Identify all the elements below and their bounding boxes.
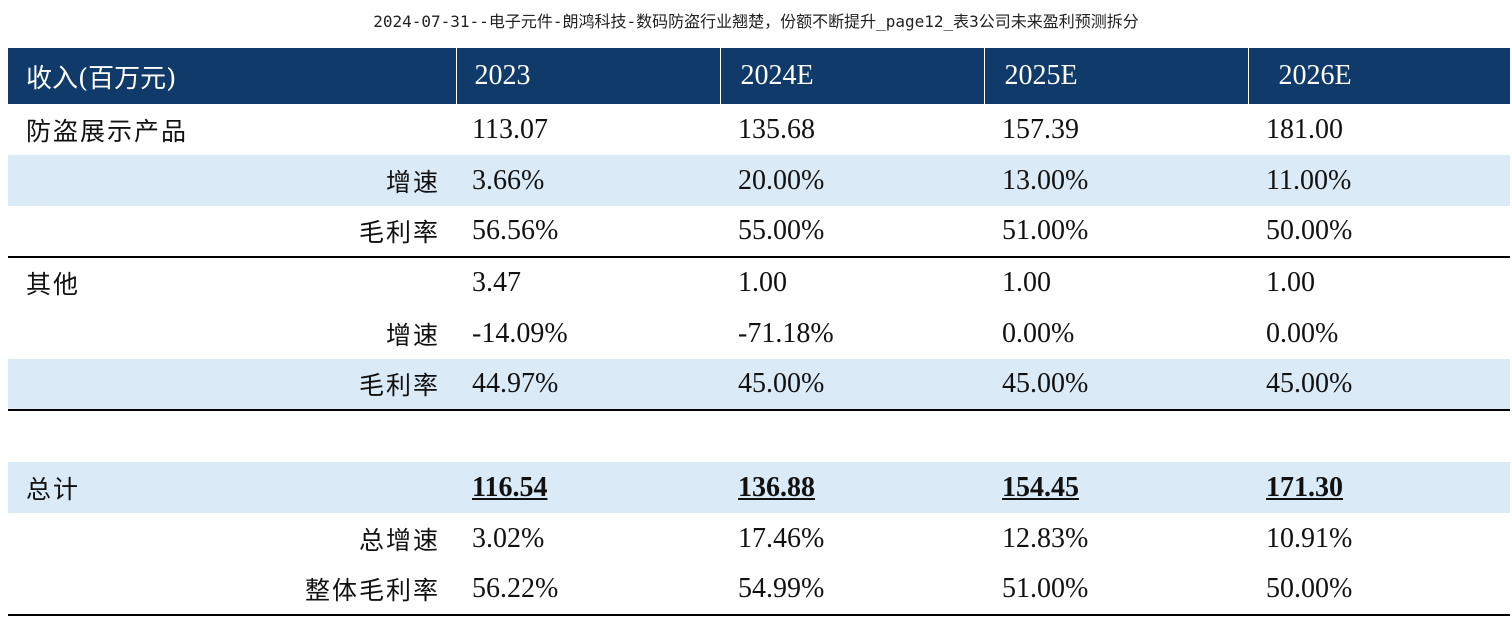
header-year-2025e: 2025E xyxy=(984,48,1249,104)
row-label: 其他 xyxy=(26,270,81,299)
cell-value: 12.83% xyxy=(1002,522,1089,554)
table-row: 整体毛利率 56.22% 54.99% 51.00% 50.00% xyxy=(8,564,1510,615)
header-label: 收入(百万元) xyxy=(8,48,457,104)
cell-value: 154.45 xyxy=(1002,471,1079,503)
spacer-cell xyxy=(8,410,1510,462)
cell-value: 51.00% xyxy=(1002,573,1089,604)
header-year-2024e: 2024E xyxy=(720,48,985,104)
cell-value: 1.00 xyxy=(1002,267,1051,298)
row-label: 增速 xyxy=(385,320,440,350)
cell-value: 171.30 xyxy=(1266,471,1343,503)
cell-value: 56.56% xyxy=(472,215,559,246)
cell-value: 45.00% xyxy=(1002,368,1089,399)
row-label: 防盗展示产品 xyxy=(26,116,189,146)
cell-value: 3.02% xyxy=(472,522,545,554)
cell-value: 0.00% xyxy=(1002,317,1075,349)
cell-value: 50.00% xyxy=(1266,215,1353,246)
cell-value: 181.00 xyxy=(1266,113,1343,145)
table-caption: 2024-07-31--电子元件-朗鸿科技-数码防盗行业翘楚，份额不断提升_pa… xyxy=(373,12,1139,31)
cell-value: 1.00 xyxy=(738,267,787,298)
cell-value: 135.68 xyxy=(738,113,815,145)
row-label: 毛利率 xyxy=(358,218,440,247)
table-row: 总计 116.54 136.88 154.45 171.30 xyxy=(8,462,1510,513)
cell-value: 11.00% xyxy=(1266,164,1352,196)
header-year-2026e: 2026E xyxy=(1278,60,1352,91)
table-row: 其他 3.47 1.00 1.00 1.00 xyxy=(8,257,1510,308)
spacer-row xyxy=(8,410,1510,462)
row-label: 整体毛利率 xyxy=(304,576,440,605)
header-year-2023: 2023 xyxy=(456,48,721,104)
cell-value: 1.00 xyxy=(1266,267,1315,298)
cell-value: 20.00% xyxy=(738,164,825,196)
cell-value: 136.88 xyxy=(738,471,815,503)
cell-value: 116.54 xyxy=(472,471,548,503)
cell-value: 3.66% xyxy=(472,164,545,196)
cell-value: 45.00% xyxy=(738,368,825,399)
cell-value: 157.39 xyxy=(1002,113,1079,145)
cell-value: 13.00% xyxy=(1002,164,1089,196)
cell-value: 17.46% xyxy=(738,522,825,554)
cell-value: -71.18% xyxy=(738,317,834,349)
table-row: 总增速 3.02% 17.46% 12.83% 10.91% xyxy=(8,513,1510,564)
row-label: 总增速 xyxy=(358,525,440,555)
table-row: 毛利率 44.97% 45.00% 45.00% 45.00% xyxy=(8,359,1510,410)
cell-value: 113.07 xyxy=(472,113,548,145)
forecast-table: 收入(百万元) 2023 2024E 2025E 2026E 防盗展示产品 11… xyxy=(8,48,1510,616)
cell-value: 44.97% xyxy=(472,368,559,399)
cell-value: 51.00% xyxy=(1002,215,1089,246)
row-label: 毛利率 xyxy=(358,371,440,400)
cell-value: 55.00% xyxy=(738,215,825,246)
cell-value: 10.91% xyxy=(1266,522,1353,554)
cell-value: 45.00% xyxy=(1266,368,1353,399)
cell-value: 56.22% xyxy=(472,573,559,604)
table-row: 增速 -14.09% -71.18% 0.00% 0.00% xyxy=(8,308,1510,359)
cell-value: 50.00% xyxy=(1266,573,1353,604)
cell-value: 54.99% xyxy=(738,573,825,604)
table-row: 毛利率 56.56% 55.00% 51.00% 50.00% xyxy=(8,206,1510,257)
table-row: 增速 3.66% 20.00% 13.00% 11.00% xyxy=(8,155,1510,206)
row-label: 总计 xyxy=(26,474,81,504)
cell-value: 3.47 xyxy=(472,267,521,298)
table-row: 防盗展示产品 113.07 135.68 157.39 181.00 xyxy=(8,104,1510,155)
header-row: 收入(百万元) 2023 2024E 2025E 2026E xyxy=(8,48,1510,104)
cell-value: 0.00% xyxy=(1266,317,1339,349)
row-label: 增速 xyxy=(385,167,440,197)
cell-value: -14.09% xyxy=(472,317,568,349)
